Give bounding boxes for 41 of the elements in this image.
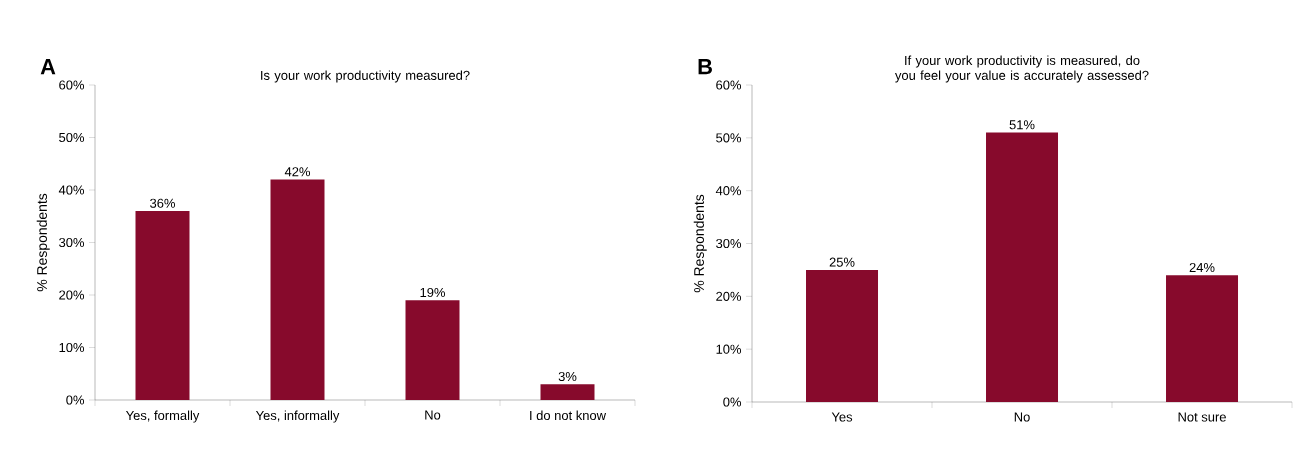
- x-tick-label: No: [425, 410, 441, 420]
- x-tick-label: Yes: [831, 412, 853, 422]
- bar: [270, 179, 325, 400]
- x-tick-label: I do not know: [530, 410, 607, 421]
- y-axis-title: % Respondents: [693, 194, 707, 293]
- bar: [806, 269, 879, 402]
- chart-title: If your work productivity is measured, do you feel your value is accurately assessed?: [894, 55, 1149, 83]
- y-tick-label: 10%: [716, 344, 742, 354]
- text: B: [698, 59, 712, 75]
- y-tick-label: 10%: [59, 342, 85, 353]
- y-tick-label: 20%: [716, 291, 742, 301]
- y-tick-label: 0%: [723, 397, 742, 407]
- y-tick-label: 30%: [59, 237, 85, 248]
- chart-title: Is your work productivity measured?: [261, 70, 470, 83]
- bar: [1166, 275, 1239, 402]
- y-tick-label: 40%: [715, 186, 742, 196]
- y-tick-label: 50%: [59, 132, 85, 143]
- data-label: 25%: [829, 257, 855, 267]
- y-tick-label: 60%: [59, 80, 85, 90]
- y-tick-label: 30%: [716, 238, 742, 249]
- data-label: 19%: [420, 287, 446, 298]
- x-tick-label: Not sure: [1178, 412, 1226, 422]
- x-tick-label: Yes, informally: [255, 410, 340, 423]
- bar: [986, 132, 1059, 402]
- data-label: 3%: [558, 371, 577, 382]
- data-label: 42%: [284, 167, 311, 177]
- x-tick-label: No: [1014, 412, 1030, 422]
- x-tick-label: Yes, formally: [125, 410, 200, 423]
- y-tick-label: 60%: [716, 80, 742, 90]
- y-tick-label: 50%: [716, 133, 742, 143]
- bar: [540, 384, 595, 400]
- y-axis-title: % Respondents: [36, 193, 50, 292]
- bar: [405, 300, 460, 400]
- text: A: [40, 59, 56, 75]
- y-tick-label: 40%: [58, 185, 85, 195]
- data-label: 51%: [1009, 120, 1035, 130]
- bar: [135, 211, 190, 400]
- y-tick-label: 20%: [59, 290, 85, 300]
- data-label: 36%: [150, 198, 175, 208]
- data-label: 24%: [1189, 262, 1215, 272]
- y-tick-label: 0%: [66, 395, 85, 405]
